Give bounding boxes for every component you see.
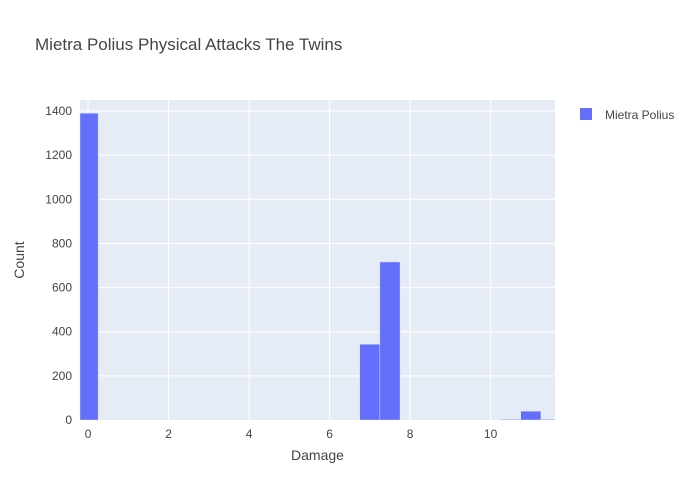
plot-area — [80, 100, 555, 420]
x-axis-title: Damage — [291, 447, 344, 463]
y-tick-label: 1000 — [45, 192, 72, 206]
histogram-bar[interactable] — [79, 113, 99, 421]
y-tick-label: 400 — [52, 325, 72, 339]
chart-title: Mietra Polius Physical Attacks The Twins — [35, 35, 342, 54]
legend-label: Mietra Polius — [605, 108, 674, 122]
y-tick-label: 600 — [52, 281, 72, 295]
legend-swatch — [580, 108, 592, 120]
x-tick-label: 4 — [246, 427, 253, 441]
x-axis-ticks: 0 2 4 6 8 10 — [85, 427, 498, 441]
x-tick-label: 0 — [85, 427, 92, 441]
y-axis-title: Count — [11, 241, 27, 278]
y-tick-label: 200 — [52, 369, 72, 383]
y-tick-label: 0 — [65, 413, 72, 427]
legend[interactable]: Mietra Polius — [580, 108, 674, 122]
y-tick-label: 800 — [52, 236, 72, 250]
histogram-bar[interactable] — [359, 344, 381, 421]
x-tick-label: 8 — [407, 427, 414, 441]
histogram-bar[interactable] — [540, 419, 556, 421]
y-tick-label: 1400 — [45, 104, 72, 118]
y-axis-ticks: 0 200 400 600 800 1000 1200 1400 — [45, 104, 72, 427]
x-tick-label: 10 — [484, 427, 498, 441]
x-tick-label: 2 — [165, 427, 172, 441]
bars — [79, 113, 556, 421]
gridlines — [80, 100, 555, 420]
histogram-bar[interactable] — [500, 419, 521, 421]
x-tick-label: 6 — [326, 427, 333, 441]
histogram-bar[interactable] — [379, 261, 401, 421]
histogram-bar[interactable] — [520, 410, 542, 421]
y-tick-label: 1200 — [45, 148, 72, 162]
